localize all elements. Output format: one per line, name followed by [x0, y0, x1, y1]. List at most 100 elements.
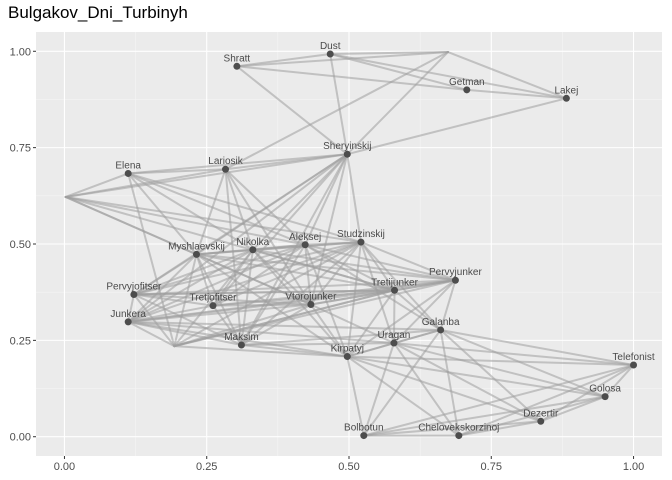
node-label: Kirpatyj — [331, 344, 364, 355]
node-point — [237, 341, 245, 349]
edge — [439, 328, 542, 423]
node-point — [343, 150, 351, 158]
x-tick-label: 0.00 — [54, 461, 75, 473]
edge — [439, 328, 607, 398]
node-label: Nikolka — [236, 237, 269, 248]
node-point — [451, 276, 459, 284]
edge — [392, 342, 635, 367]
edge — [132, 293, 176, 348]
edge — [127, 153, 349, 175]
node-point — [537, 417, 545, 425]
edge — [346, 342, 395, 358]
x-tick-label: 0.75 — [481, 461, 502, 473]
node-point — [326, 50, 334, 58]
edge — [447, 51, 568, 100]
edge — [127, 320, 349, 358]
edge — [224, 168, 312, 306]
edge — [329, 52, 568, 100]
edge — [127, 304, 214, 323]
edge — [362, 328, 442, 437]
edge — [127, 172, 307, 246]
edge — [127, 320, 176, 348]
node-point — [233, 62, 241, 70]
node-point — [463, 86, 471, 94]
edge — [224, 51, 450, 171]
edge — [251, 248, 457, 282]
edge — [329, 51, 450, 55]
edge — [346, 153, 362, 244]
node-point — [222, 165, 230, 173]
edge — [362, 364, 635, 437]
edge — [251, 248, 312, 306]
node-point — [391, 286, 399, 294]
edge — [127, 172, 198, 256]
node-label: Pervyjunker — [429, 267, 482, 278]
edge — [465, 88, 568, 100]
x-tick-label: 0.50 — [338, 461, 359, 473]
node-label: Junkera — [110, 309, 146, 320]
edge — [173, 279, 457, 348]
y-tick-label: 0.25 — [10, 335, 31, 347]
node-label: Pervyjofitser — [106, 281, 162, 292]
node-label: Studzinskij — [337, 229, 385, 240]
node-point — [124, 169, 132, 177]
edge — [132, 293, 312, 306]
edge — [240, 241, 362, 346]
node-point — [301, 241, 309, 249]
edge — [195, 253, 312, 306]
edge — [392, 342, 607, 398]
edge — [132, 241, 362, 296]
node-label: Tretjofitser — [190, 293, 238, 304]
node-point — [630, 361, 638, 369]
edge — [346, 355, 607, 398]
edge — [211, 289, 396, 307]
node-point — [390, 339, 398, 347]
edge — [127, 253, 198, 323]
node-label: Maksim — [224, 332, 258, 343]
edge — [173, 303, 312, 348]
edge — [127, 172, 362, 244]
edge — [457, 395, 607, 437]
edge — [539, 364, 635, 423]
edge — [224, 168, 254, 251]
edge — [304, 153, 349, 246]
edge — [329, 52, 468, 91]
node-label: Golosa — [589, 384, 621, 395]
nodes — [124, 50, 638, 440]
edge — [346, 355, 542, 423]
node-label: Telefonist — [612, 352, 654, 363]
edge — [127, 293, 135, 323]
edge — [127, 172, 176, 348]
edge — [195, 253, 457, 282]
edge — [346, 355, 365, 437]
node-label: Uragan — [378, 330, 411, 341]
node-label: Dezertir — [523, 408, 559, 419]
edge — [393, 289, 442, 331]
y-tick-label: 0.50 — [10, 239, 31, 251]
edge — [195, 253, 214, 307]
node-point — [357, 238, 365, 246]
edge — [539, 395, 607, 423]
chart-title: Bulgakov_Dni_Turbinyh — [8, 3, 188, 22]
node-point — [562, 94, 570, 102]
edge — [235, 52, 332, 68]
node-point — [192, 250, 200, 258]
edge — [64, 153, 349, 198]
y-tick-label: 0.75 — [10, 143, 31, 155]
x-tick-label: 1.00 — [623, 461, 644, 473]
edge — [173, 241, 362, 348]
edge — [127, 168, 227, 175]
edge — [173, 253, 198, 348]
edge — [439, 328, 635, 367]
edge — [362, 420, 542, 437]
edge — [362, 395, 607, 437]
node-labels: Dust Shratt Getman Lakej Sheryinskij Elena Lar… — [106, 41, 655, 434]
node-point — [209, 302, 217, 310]
edge — [127, 243, 307, 323]
node-label: Dust — [320, 41, 341, 52]
edge — [211, 241, 362, 307]
edge — [195, 248, 254, 256]
edge — [304, 243, 442, 331]
node-label: Shratt — [224, 53, 251, 64]
edge — [240, 342, 395, 346]
